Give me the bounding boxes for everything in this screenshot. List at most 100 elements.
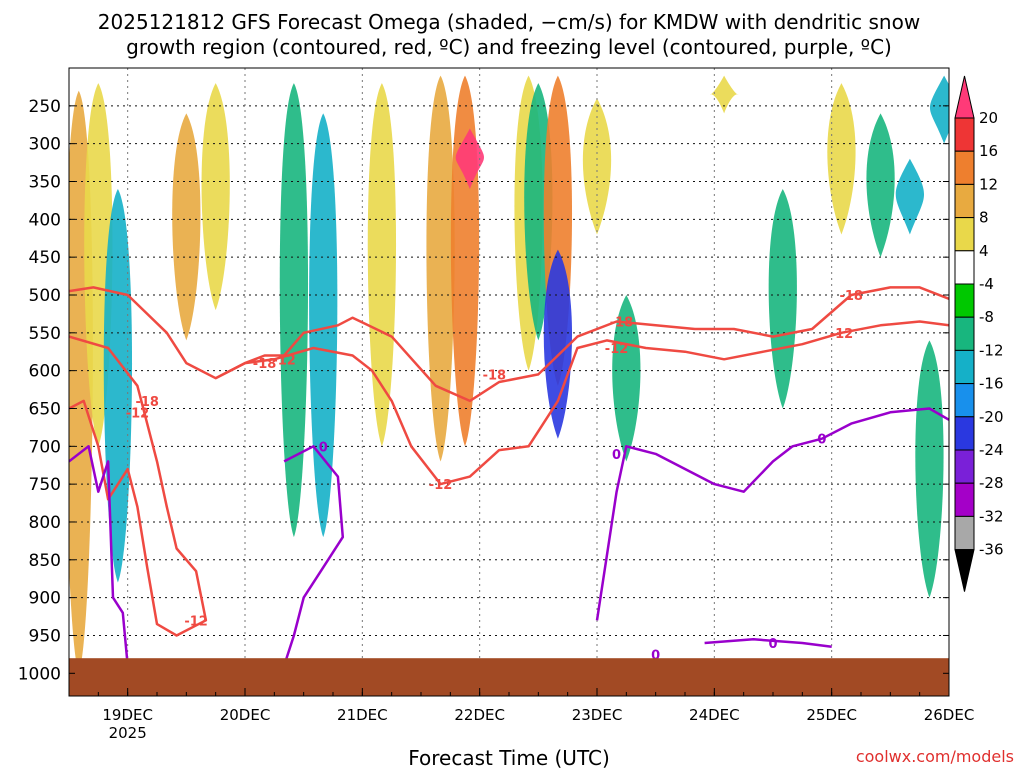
- colorbar-top-arrow: [954, 75, 975, 119]
- colorbar-bottom-arrow: [954, 549, 975, 592]
- chart-title-line-2: growth region (contoured, red, ºC) and f…: [126, 35, 892, 59]
- freezing-level-contour: [69, 445, 129, 666]
- colorbar-segment: [954, 383, 975, 418]
- omega-band: [866, 113, 895, 258]
- y-axis: 250 300 350 400 450 500 550 600 650 700 750 800 850 9…: [18, 97, 949, 684]
- x-tick-label: 26DEC: [924, 706, 975, 724]
- omega-band: [768, 189, 797, 409]
- y-tick-label: 1000: [18, 664, 61, 684]
- dgz-contour-label: -12: [830, 327, 854, 342]
- omega-band: [455, 128, 485, 190]
- dgz-contour-label: -18: [135, 395, 159, 410]
- y-tick-label: 850: [29, 551, 61, 571]
- colorbar-label: -8: [979, 308, 994, 326]
- x-tick-label: 19DEC: [102, 706, 153, 724]
- y-tick-label: 300: [29, 135, 61, 155]
- colorbar-segment: [954, 183, 975, 219]
- dgz-contour-minus12: [69, 335, 208, 637]
- colorbar-label: -12: [979, 341, 1004, 359]
- freezing-level-contour: [704, 638, 832, 649]
- dgz-contour-label: -18: [253, 357, 277, 372]
- y-tick-label: 600: [29, 362, 61, 382]
- omega-band: [827, 83, 856, 235]
- omega-band: [172, 113, 201, 341]
- dgz-contour-label: -12: [272, 353, 296, 368]
- freezing-level-contour: [282, 445, 345, 667]
- y-tick-label: 250: [29, 97, 61, 117]
- colorbar-label: 16: [979, 142, 998, 160]
- dgz-contour-label: -12: [184, 614, 208, 629]
- chart-title-line-1: 2025121812 GFS Forecast Omega (shaded, −…: [98, 10, 920, 34]
- colorbar-segment: [954, 349, 975, 385]
- freezing-contour-label: 0: [319, 440, 328, 455]
- freezing-contour-label: 0: [612, 448, 621, 463]
- grid-layer: [69, 68, 949, 696]
- freezing-contour-label: 0: [817, 433, 826, 448]
- colorbar-label: 12: [979, 175, 998, 193]
- colorbar-label: 20: [979, 109, 998, 127]
- y-tick-label: 950: [29, 626, 61, 646]
- x-tick-year-label: 2025: [109, 724, 147, 742]
- dgz-contour-label: -12: [126, 406, 150, 421]
- credit-text: coolwx.com/models: [856, 747, 1014, 766]
- colorbar-label: -4: [979, 275, 994, 293]
- omega-band: [929, 75, 949, 144]
- omega-band: [426, 75, 455, 462]
- colorbar-label: 8: [979, 209, 989, 227]
- dgz-contour-label: -18: [610, 315, 634, 330]
- colorbar: 20 16 12 8 4 -4 -8 -12 -16 -20 -24 -28 -32 -36: [954, 75, 1004, 592]
- omega-band: [895, 158, 925, 235]
- x-axis-label: Forecast Time (UTC): [408, 746, 610, 768]
- colorbar-segment: [954, 150, 975, 185]
- colorbar-label: -16: [979, 375, 1004, 393]
- colorbar-label: -36: [979, 541, 1004, 559]
- colorbar-segment: [954, 449, 975, 484]
- colorbar-label: -24: [979, 441, 1004, 459]
- colorbar-label: -32: [979, 507, 1004, 525]
- y-tick-label: 500: [29, 286, 61, 306]
- x-tick-label: 23DEC: [572, 706, 623, 724]
- colorbar-label: -28: [979, 474, 1004, 492]
- dgz-contour-minus18: [69, 286, 949, 403]
- colorbar-segment: [954, 283, 975, 318]
- omega-band: [279, 83, 309, 538]
- y-tick-label: 400: [29, 210, 61, 230]
- omega-band: [582, 98, 612, 235]
- omega-band: [543, 249, 573, 439]
- dgz-contour-label: -12: [429, 478, 453, 493]
- freezing-contour-label: 0: [651, 648, 660, 663]
- dgz-contour-label: -18: [839, 289, 863, 304]
- omega-band: [709, 75, 739, 114]
- y-tick-label: 450: [29, 248, 61, 268]
- omega-band: [612, 294, 641, 462]
- colorbar-segment: [954, 117, 975, 152]
- colorbar-segment: [954, 482, 975, 517]
- y-tick-label: 550: [29, 324, 61, 344]
- x-tick-label: 24DEC: [689, 706, 740, 724]
- freezing-contour-label: 0: [768, 637, 777, 652]
- y-tick-label: 700: [29, 437, 61, 457]
- dgz-contour-minus12: [215, 320, 949, 486]
- y-tick-label: 900: [29, 589, 61, 609]
- omega-band: [915, 340, 944, 598]
- ground-surface: [69, 658, 949, 696]
- x-tick-label: 25DEC: [806, 706, 857, 724]
- omega-band: [201, 83, 230, 311]
- x-tick-label: 20DEC: [220, 706, 271, 724]
- colorbar-segment: [954, 316, 975, 351]
- colorbar-segment: [954, 250, 975, 285]
- colorbar-label: -20: [979, 408, 1004, 426]
- y-tick-label: 800: [29, 513, 61, 533]
- dgz-contour-label: -12: [605, 342, 629, 357]
- y-tick-label: 750: [29, 475, 61, 495]
- x-tick-label: 21DEC: [337, 706, 388, 724]
- colorbar-label: 4: [979, 242, 989, 260]
- omega-band: [367, 83, 397, 447]
- colorbar-segment: [954, 416, 975, 451]
- x-tick-label: 22DEC: [454, 706, 505, 724]
- colorbar-segment: [954, 217, 975, 252]
- colorbar-segment: [954, 515, 975, 551]
